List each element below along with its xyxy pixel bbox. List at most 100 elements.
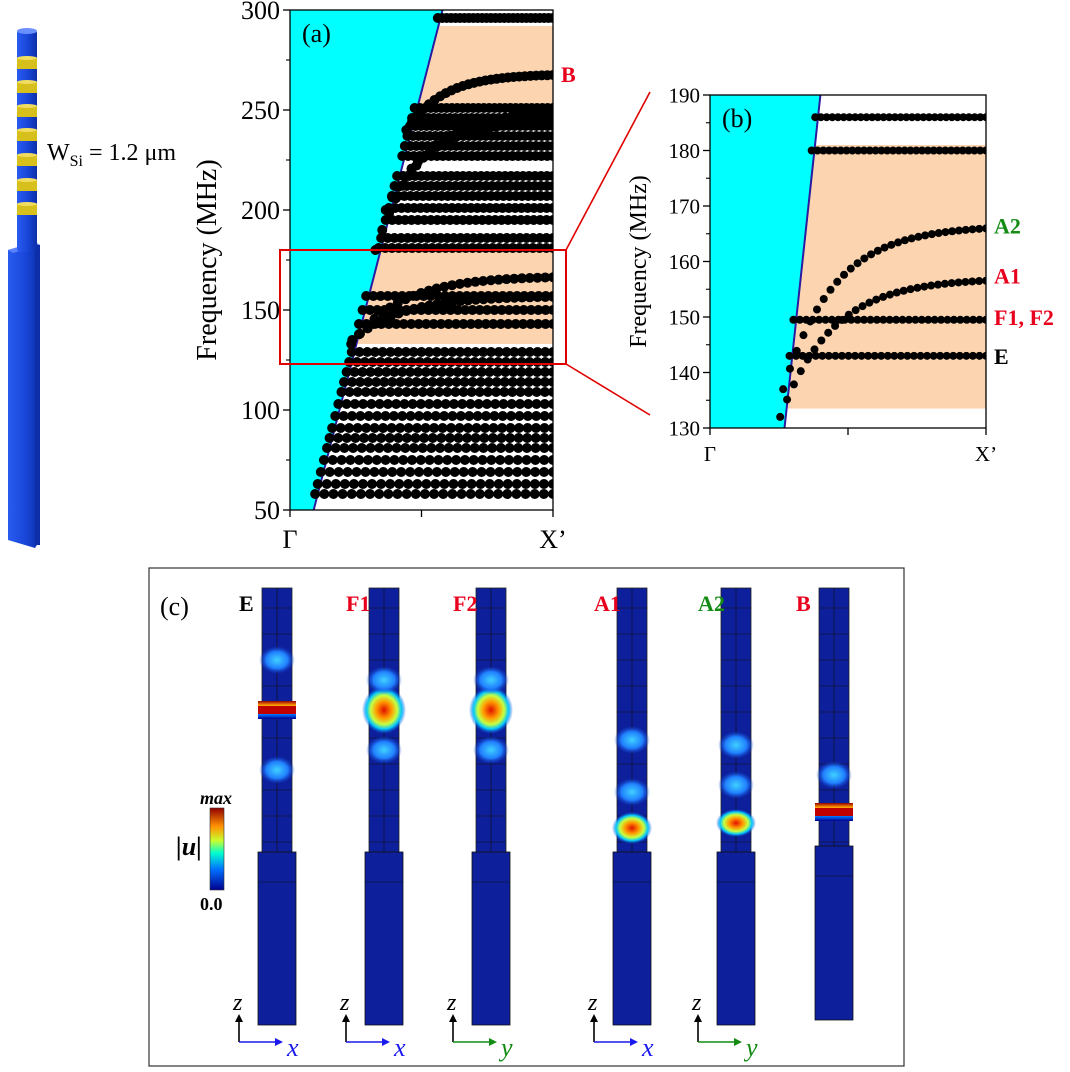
band-point	[462, 347, 473, 357]
colorbar-gradient	[209, 807, 225, 891]
band-point	[523, 399, 534, 409]
band-point	[982, 276, 986, 285]
band-point	[913, 283, 922, 292]
band-point	[539, 377, 550, 387]
band-point	[398, 319, 409, 329]
band-point	[403, 423, 414, 433]
band-point	[807, 146, 816, 155]
band-point	[319, 489, 330, 499]
band-point	[491, 377, 502, 387]
band-point	[486, 455, 497, 465]
band-point	[523, 377, 534, 387]
band-point	[374, 399, 385, 409]
band-point	[382, 399, 393, 409]
band-point	[439, 411, 450, 421]
band-point	[458, 467, 469, 477]
y-tick-label: 190	[669, 83, 701, 107]
band-point	[548, 489, 553, 499]
band-point	[367, 433, 378, 443]
band-point	[909, 351, 918, 360]
mode-name: F1	[346, 591, 370, 616]
band-point	[330, 411, 341, 421]
band-point	[469, 443, 480, 453]
band-point	[539, 467, 550, 477]
band-point	[492, 367, 503, 377]
mode-label: B	[561, 62, 576, 87]
band-point	[387, 192, 398, 203]
band-point	[443, 377, 454, 387]
band-point	[451, 455, 462, 465]
band-point	[488, 319, 499, 329]
mode-base	[364, 851, 404, 1026]
svg-text:WSi = 1.2 μm: WSi = 1.2 μm	[47, 140, 176, 170]
y-tick-label: 50	[254, 496, 280, 525]
band-point	[432, 299, 443, 310]
band-point	[947, 146, 956, 155]
band-point	[538, 479, 549, 489]
band-point	[467, 377, 478, 387]
band-point	[837, 351, 846, 360]
band-point	[494, 467, 505, 477]
band-point	[436, 319, 447, 329]
band-point	[347, 377, 358, 387]
band-point	[851, 306, 860, 315]
band-point	[347, 411, 358, 421]
band-point	[365, 489, 376, 499]
band-point	[954, 226, 963, 235]
band-point	[477, 455, 488, 465]
band-point	[548, 411, 553, 421]
band-point	[961, 225, 970, 234]
band-point	[468, 367, 479, 377]
band-point	[872, 295, 881, 304]
band-point	[485, 275, 496, 286]
band-point	[349, 367, 360, 377]
band-point	[440, 467, 451, 477]
band-point	[451, 377, 462, 387]
band-point	[360, 467, 371, 477]
x-tick-label: X’	[975, 442, 997, 466]
y-tick-label: 150	[669, 305, 701, 329]
band-point	[444, 367, 455, 377]
band-point	[982, 113, 986, 122]
band-point	[890, 113, 899, 122]
band-point	[440, 399, 451, 409]
band-point	[407, 399, 418, 409]
band-point	[531, 399, 542, 409]
mode-shape-a1	[612, 587, 652, 1026]
band-point	[507, 387, 518, 397]
band-point	[548, 387, 553, 397]
band-point	[872, 315, 881, 324]
band-point	[386, 423, 397, 433]
band-point	[393, 387, 404, 397]
band-point	[795, 315, 804, 324]
band-point	[504, 443, 515, 453]
band-point	[873, 113, 882, 122]
colorbar-quantity-label: |u|	[176, 832, 202, 861]
band-point	[324, 467, 335, 477]
band-point	[970, 146, 979, 155]
band-point	[548, 141, 553, 151]
band-point	[523, 387, 534, 397]
band-point	[789, 380, 798, 389]
band-point	[387, 467, 398, 477]
h-axis-label: x	[641, 1033, 654, 1062]
band-point	[421, 479, 432, 489]
band-structure-panel-b: 130 140 150 160 170 180 190 Γ X’ Frequency (MHz) (…	[626, 83, 1054, 466]
band-point	[486, 347, 497, 357]
band-point	[321, 479, 332, 489]
band-point	[513, 443, 524, 453]
plot-area	[710, 95, 986, 428]
band-point	[507, 377, 518, 387]
band-point	[481, 411, 492, 421]
band-point	[933, 280, 942, 289]
band-point	[916, 351, 925, 360]
band-point	[548, 116, 553, 127]
band-point	[354, 347, 365, 357]
band-point	[400, 347, 411, 357]
band-point	[336, 387, 347, 397]
band-point	[377, 347, 388, 357]
band-point	[925, 113, 934, 122]
band-point	[465, 319, 476, 329]
y-axis-label: Frequency (MHz)	[626, 175, 652, 348]
band-point	[439, 479, 450, 489]
